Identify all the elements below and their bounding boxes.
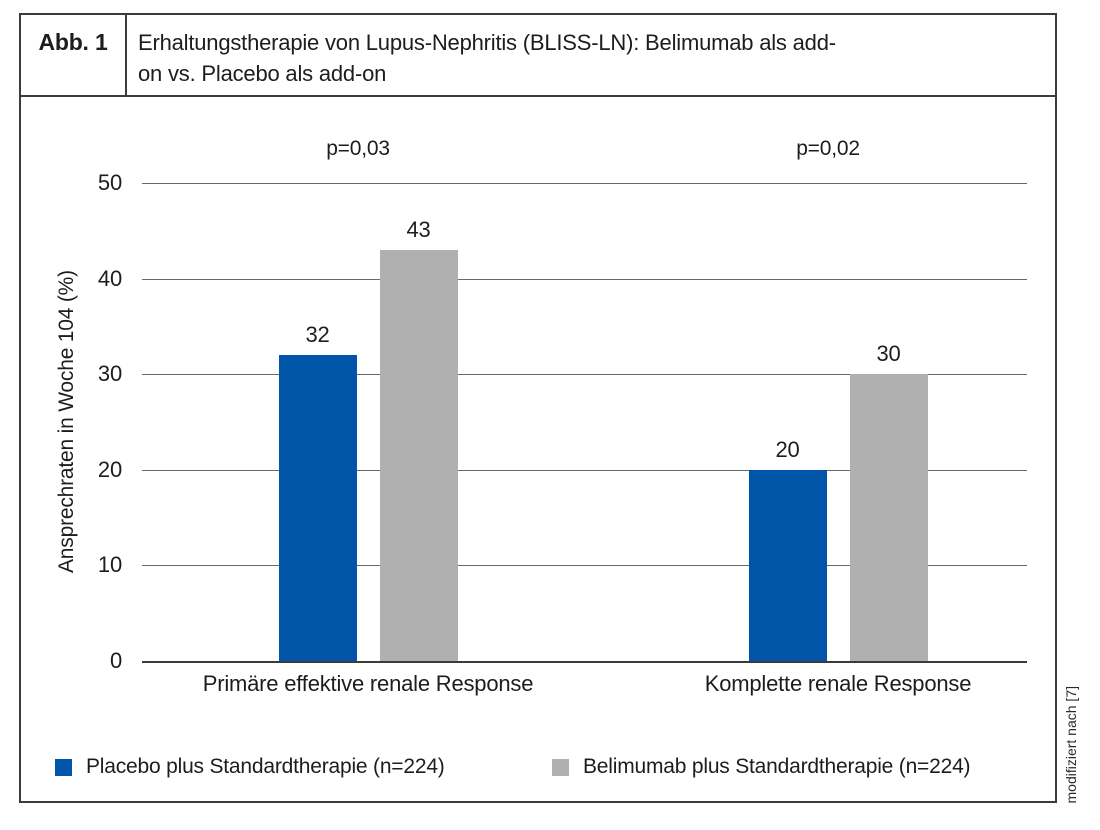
legend-label: Placebo plus Standardtherapie (n=224): [86, 755, 445, 778]
legend-swatch: [552, 758, 569, 776]
figure-frame: Abb. 1 Erhaltungstherapie von Lupus-Neph…: [19, 13, 1057, 803]
gridline: [142, 278, 1027, 280]
y-tick-label: 30: [97, 361, 122, 387]
bar: [379, 249, 458, 661]
bar: [748, 469, 827, 661]
bar: [278, 355, 357, 661]
legend-swatch: [55, 758, 72, 776]
figure-header: Abb. 1 Erhaltungstherapie von Lupus-Neph…: [21, 15, 1055, 97]
bar-value-label: 32: [305, 322, 330, 348]
y-tick-label: 10: [97, 552, 122, 578]
gridline: [142, 565, 1027, 567]
gridline: [142, 183, 1027, 184]
y-tick-label: 20: [97, 456, 122, 482]
y-tick-label: 40: [97, 265, 122, 291]
legend-item: Placebo plus Standardtherapie (n=224): [55, 755, 445, 779]
figure-title-text: Erhaltungstherapie von Lupus-Nephritis (…: [138, 30, 836, 86]
plot-area: 32 43 20 30: [142, 183, 1027, 663]
gridline: [142, 661, 1027, 663]
bar-value-label: 20: [775, 436, 800, 462]
legend-item: Belimumab plus Standardtherapie (n=224): [552, 755, 971, 779]
figure-number-label: Abb. 1: [21, 15, 127, 95]
bar: [849, 374, 928, 661]
gridline: [142, 374, 1027, 376]
p-value-label: p=0,03: [326, 137, 390, 160]
legend-label: Belimumab plus Standardtherapie (n=224): [583, 755, 971, 778]
y-axis-label: Ansprechraten in Woche 104 (%): [55, 270, 78, 574]
y-tick-label: 50: [97, 170, 122, 195]
figure-title: Erhaltungstherapie von Lupus-Nephritis (…: [127, 15, 1055, 95]
y-tick-label: 0: [109, 648, 122, 673]
bar-chart: Ansprechraten in Woche 104 (%) 32 43 20 30 …: [21, 97, 1055, 801]
source-note: modifiziert nach [7]: [1063, 685, 1079, 804]
category-label: Primäre effektive renale Response: [202, 671, 534, 696]
p-value-label: p=0,02: [796, 137, 860, 160]
bar-value-label: 43: [406, 216, 431, 242]
category-label: Komplette renale Response: [704, 671, 972, 696]
bar-value-label: 30: [876, 341, 901, 367]
gridline: [142, 469, 1027, 471]
